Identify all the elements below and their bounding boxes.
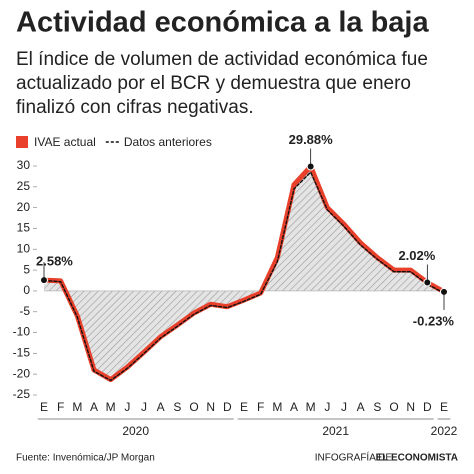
x-tick-label: F [57,400,64,414]
y-tick-label: 15 [17,221,31,235]
credit: INFOGRAFÍA DE [315,451,393,464]
x-tick-label: A [157,400,165,414]
subtitle-line: actualizado por el BCR y demuestra que e… [16,73,411,94]
y-tick-label: -15 [13,346,31,360]
x-tick-label: M [272,400,282,414]
y-tick-label: 10 [17,241,31,255]
x-tick-label: J [324,400,330,414]
chart-title: Actividad económica a la baja [16,7,429,39]
x-tick-label: N [406,400,415,414]
x-tick-label: D [423,400,432,414]
value-label: 29.88% [289,132,334,147]
x-tick-label: O [389,400,398,414]
y-tick-label: -20 [13,366,31,380]
y-tick-label: -25 [13,387,31,401]
y-tick-label: 25 [17,179,31,193]
value-label: 2.58% [36,254,73,269]
y-tick-label: -10 [13,325,31,339]
subtitle-line: finalizó con cifras negativas. [16,97,254,118]
x-tick-label: A [90,400,98,414]
line-dashed [43,171,445,382]
x-tick-label: J [341,400,347,414]
x-tick-label: E [440,400,448,414]
legend-swatch [16,136,28,148]
hatch-area [44,166,444,380]
legend-label: IVAE actual [34,135,96,149]
y-tick-label: 5 [23,262,30,276]
x-tick-label: F [257,400,264,414]
x-tick-label: N [206,400,215,414]
y-tick-label: 0 [23,283,30,297]
value-label: 2.02% [398,248,435,263]
y-tick-label: -5 [19,304,30,318]
year-label: 2020 [122,424,149,438]
brand: EL ECONOMISTA [376,453,458,464]
x-tick-label: O [189,400,198,414]
x-tick-label: D [223,400,232,414]
x-tick-label: J [141,400,147,414]
x-tick-label: M [306,400,316,414]
x-tick-label: M [106,400,116,414]
year-label: 2021 [322,424,349,438]
x-tick-label: A [290,400,298,414]
x-tick-label: S [173,400,181,414]
y-tick-label: 20 [17,200,31,214]
x-tick-label: A [357,400,365,414]
x-tick-label: J [124,400,130,414]
y-tick-label: 30 [17,158,31,172]
x-tick-label: E [40,400,48,414]
source: Fuente: Invenómica/JP Morgan [16,453,155,464]
year-label: 2022 [431,424,458,438]
x-tick-label: M [72,400,82,414]
value-label: -0.23% [413,313,455,328]
x-tick-label: S [373,400,381,414]
legend-label: Datos anteriores [124,135,212,149]
subtitle-line: El índice de volumen de actividad económ… [16,49,428,70]
x-tick-label: E [240,400,248,414]
